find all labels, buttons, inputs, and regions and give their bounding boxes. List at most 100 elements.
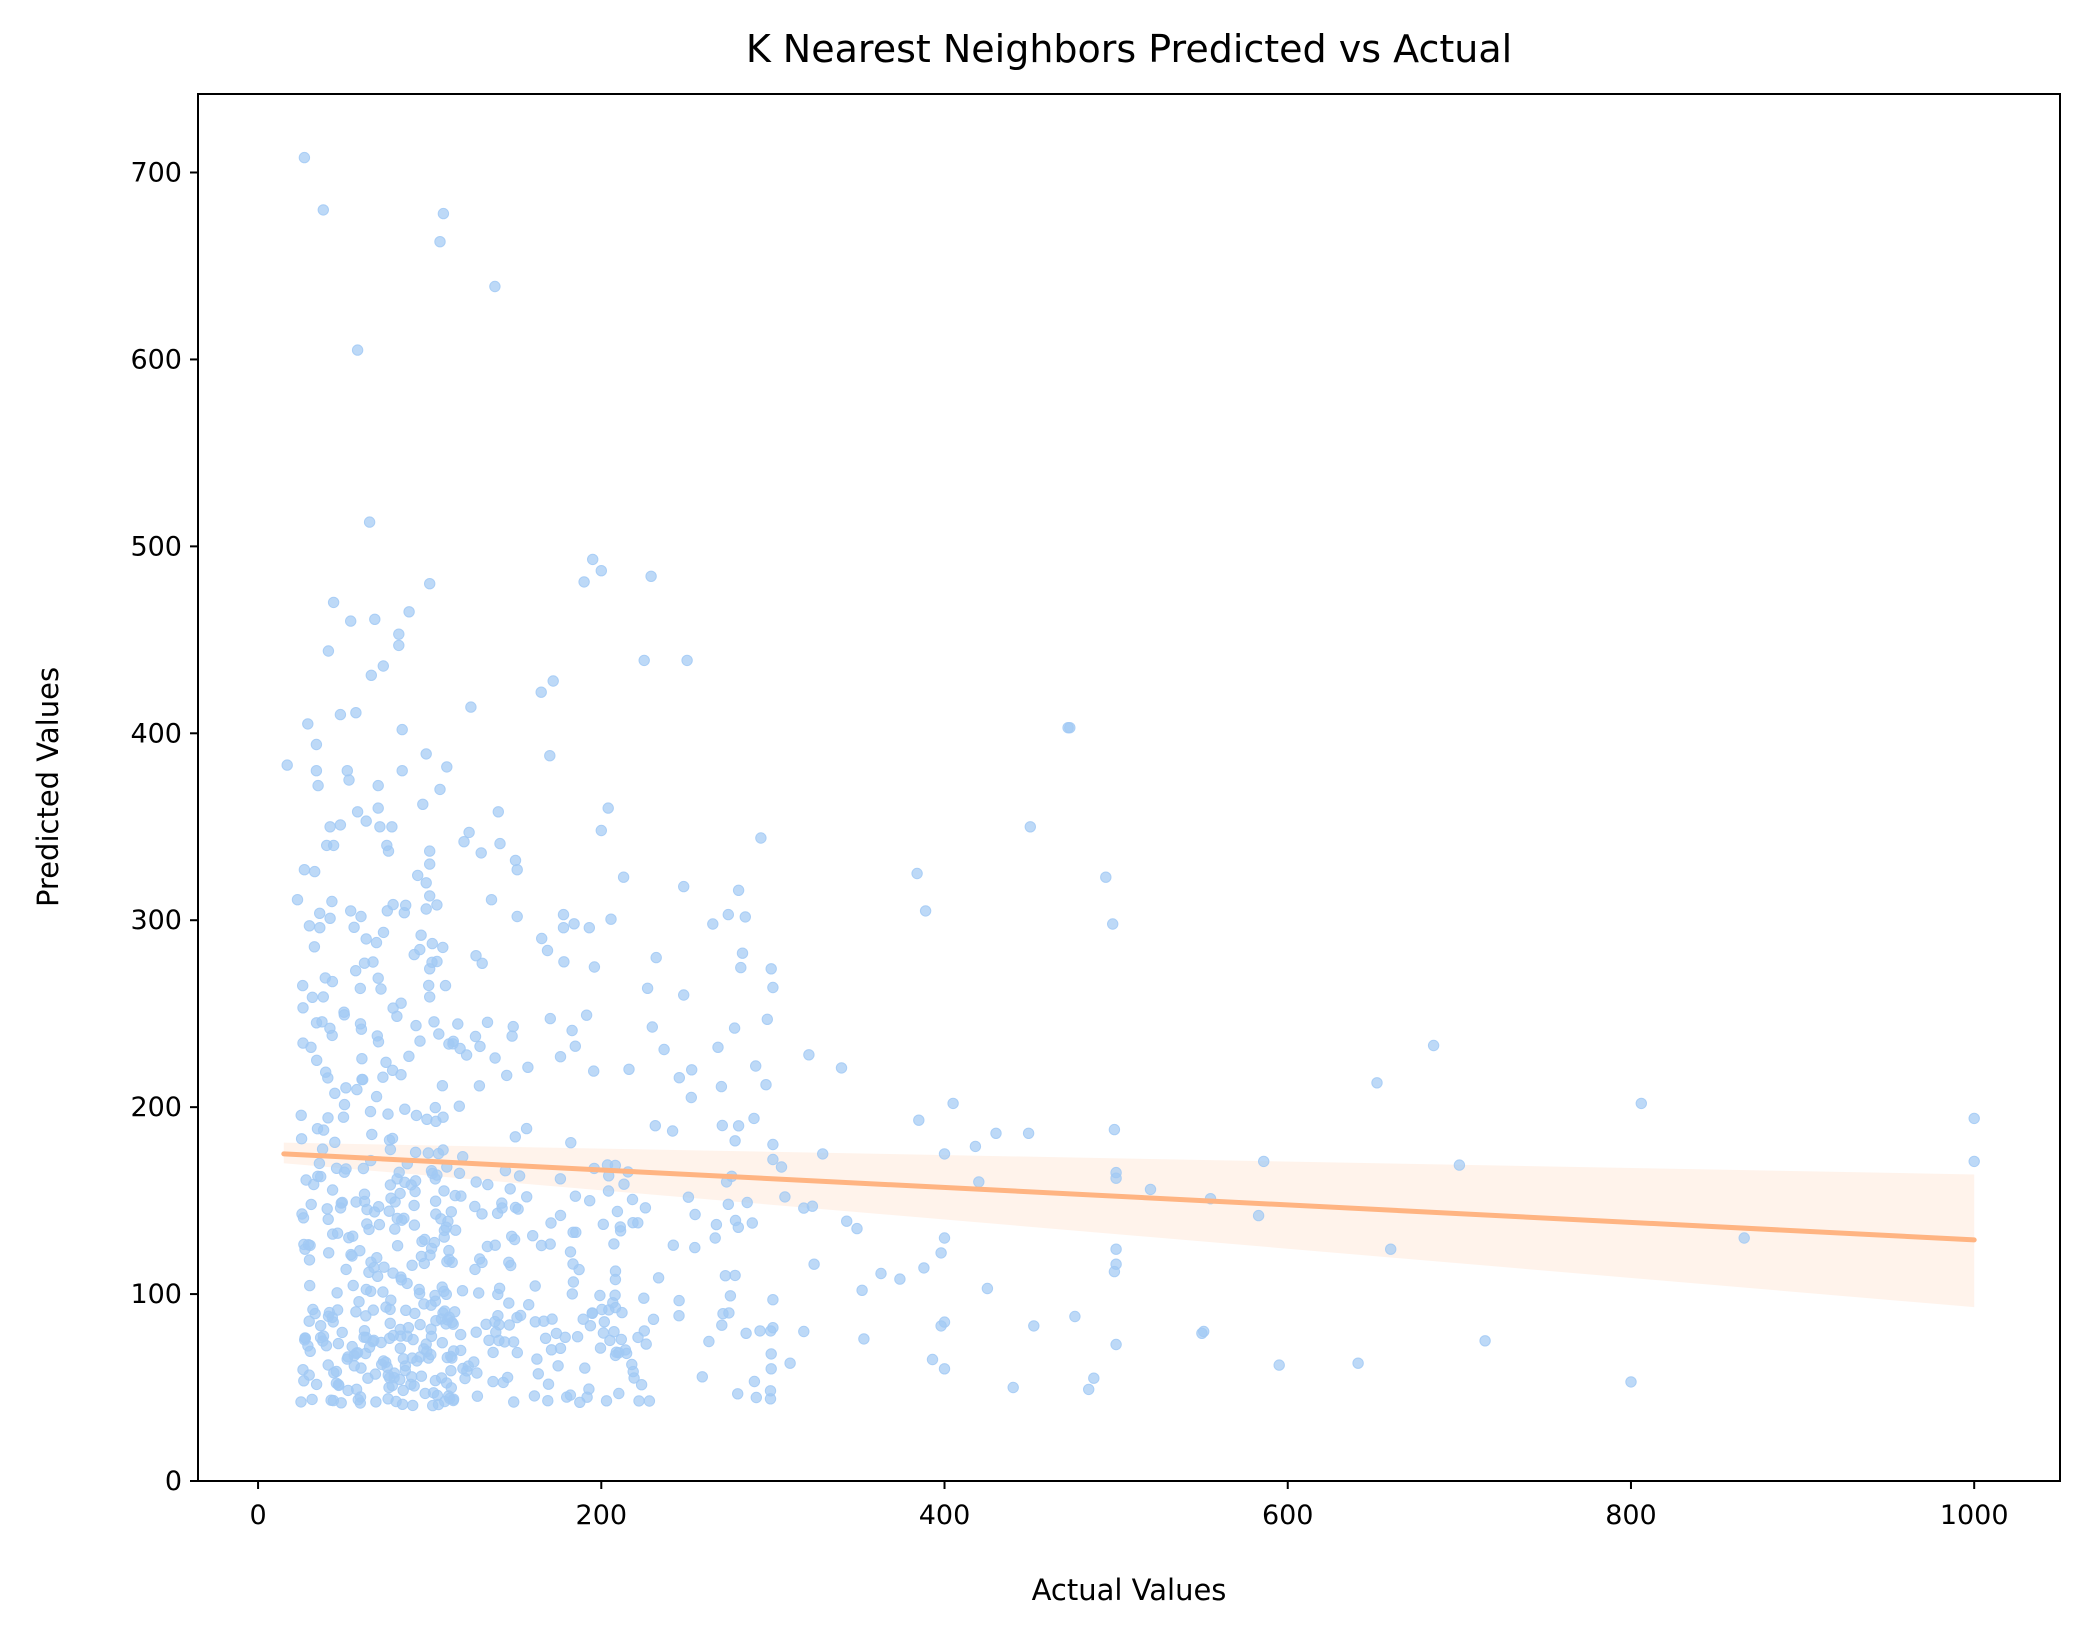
scatter-point [535,686,547,698]
scatter-point [361,1218,373,1230]
scatter-point [803,1049,815,1061]
scatter-point [586,1307,598,1319]
scatter-point [748,1112,760,1125]
scatter-point [760,1079,772,1091]
scatter-point [324,821,336,833]
scatter-point [382,845,395,857]
scatter-point [535,1239,548,1252]
scatter-point [370,1090,383,1103]
scatter-point [735,961,747,974]
scatter-point [369,613,381,625]
scatter-point [493,1282,506,1295]
scatter-point [439,979,452,992]
scatter-point [507,1020,519,1033]
scatter-point [360,1310,372,1322]
y-axis: 0 100 200 300 400 500 600 700 [130,158,198,1497]
scatter-point [755,832,767,844]
scatter-point [424,890,436,902]
scatter-point [577,1313,589,1325]
scatter-point [459,1372,471,1385]
scatter-point [323,1247,335,1259]
scatter-point [436,1337,448,1349]
scatter-point [291,894,304,906]
scatter-point [354,982,366,995]
scatter-point [554,1209,567,1222]
scatter-point [732,1120,745,1132]
scatter-point [415,1370,428,1382]
scatter-point [1064,722,1076,734]
scatter-point [386,821,398,833]
scatter-point [393,1166,405,1179]
scatter-point [641,982,654,994]
scatter-point [919,905,932,917]
scatter-point [365,1285,377,1298]
scatter-point [521,1191,533,1203]
scatter-point [309,865,321,878]
scatter-point [564,1389,577,1401]
scatter-point [306,1393,318,1406]
scatter-point [973,1176,985,1188]
scatter-point [385,1294,397,1306]
scatter-point [494,837,506,850]
scatter-point [666,1125,679,1137]
scatter-point [710,1218,723,1231]
scatter-point [715,1080,728,1093]
scatter-point [394,1323,406,1336]
scatter-point [310,738,323,751]
scatter-point [345,905,357,917]
scatter-point [281,759,293,771]
scatter-point [724,1290,737,1302]
scatter-point [443,1038,455,1050]
scatter-point [350,965,362,977]
scatter-point [420,903,432,915]
scatter-point [322,1072,334,1084]
scatter-point [424,1249,436,1261]
scatter-point [315,1170,327,1183]
scatter-point [632,1217,644,1229]
scatter-point [926,1353,939,1366]
scatter-point [364,1105,377,1118]
scatter-point [389,1196,401,1208]
scatter-point [947,1097,959,1110]
scatter-point [851,1222,863,1235]
scatter-point [407,1399,419,1412]
scatter-point [330,1365,343,1378]
scatter-point [390,1395,402,1408]
scatter-point [522,1061,534,1074]
scatter-point [414,1318,426,1331]
scatter-point [321,839,333,852]
scatter-point [327,1228,339,1240]
x-axis-label: Actual Values [1032,1573,1227,1607]
scatter-point [767,981,779,994]
scatter-point [295,1133,308,1145]
scatter-point [303,1369,315,1381]
scatter-point [511,1311,523,1324]
scatter-point [345,615,357,627]
y-axis-tick-label: 600 [130,344,182,375]
plot-frame [197,93,2061,1482]
scatter-point [739,911,751,923]
regression-layer [281,1151,1977,1243]
scatter-point [609,1265,622,1277]
scatter-point [754,1325,766,1337]
scatter-point [310,1378,323,1391]
scatter-point [573,1263,585,1276]
scatter-point [428,1016,440,1028]
scatter-point [397,1384,409,1397]
scatter-point [505,1259,517,1272]
scatter-point [350,707,362,719]
scatter-point [299,1332,311,1344]
scatter-point [673,1310,685,1322]
scatter-point [647,1313,660,1326]
scatter-point [639,1202,652,1214]
scatter-point [550,1327,563,1340]
scatter-point [1635,1097,1648,1110]
scatter-point [1024,821,1037,833]
scatter-point [483,1334,495,1347]
scatter-point [298,151,311,164]
scatter-point [1371,1077,1383,1089]
scatter-point [470,950,482,962]
scatter-point [685,1091,697,1104]
scatter-point [424,991,436,1003]
scatter-point [686,1064,698,1076]
